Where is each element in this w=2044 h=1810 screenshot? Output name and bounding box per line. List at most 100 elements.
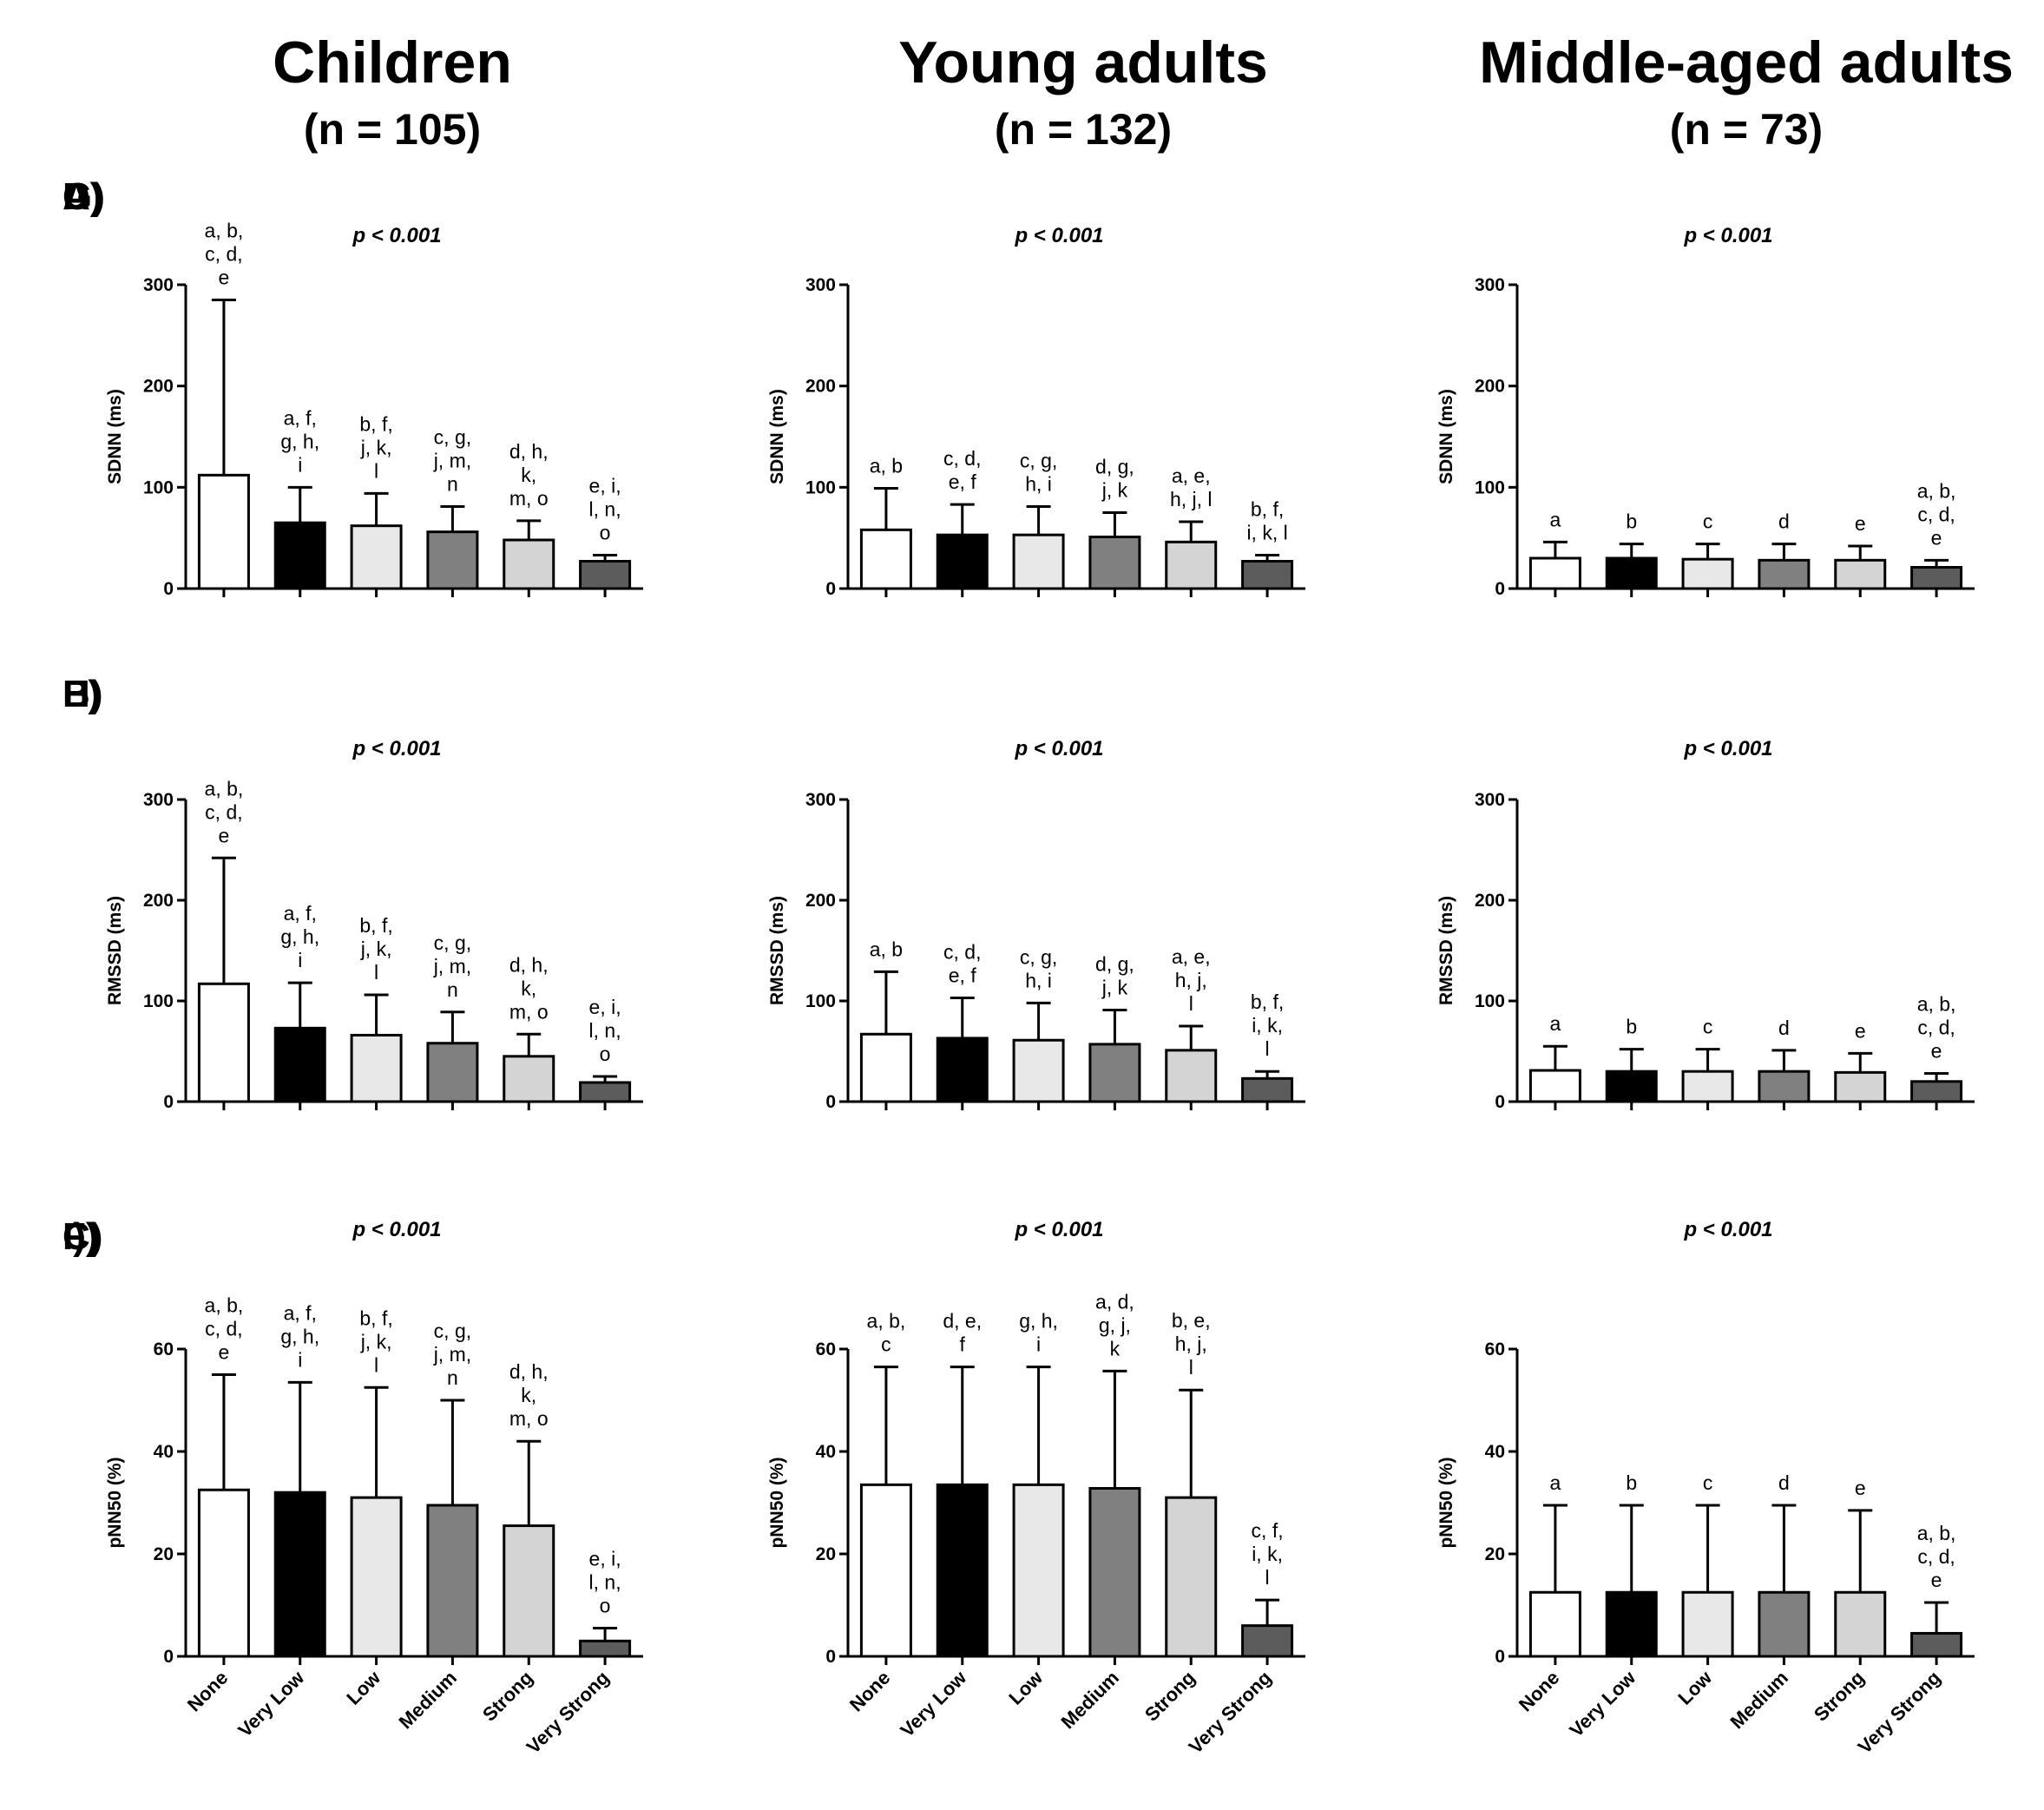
bar [1088, 1486, 1141, 1658]
significance-letters: e [219, 1341, 230, 1364]
x-tick-label: Medium [1056, 1667, 1122, 1733]
panel: E) p < 0.001 RMSSD (ms) 0 100 200 300 a, b c, d,… [62, 673, 1305, 1112]
significance-letters: a, e, [1172, 464, 1211, 487]
significance-letters: l [374, 459, 378, 482]
bar [1605, 556, 1658, 590]
significance-letters: e, f [949, 471, 977, 493]
significance-letters: i [298, 1348, 302, 1371]
panel: B) p < 0.001 RMSSD (ms) 0 100 200 300 a, b,c, d… [62, 673, 643, 1112]
x-tick-label: Low [1673, 1666, 1716, 1708]
significance-letters: l [374, 961, 378, 984]
significance-letters: e, i, [589, 996, 621, 1018]
significance-letters: a [1550, 508, 1561, 530]
y-tick-label: 200 [143, 377, 174, 397]
y-tick-label: 300 [143, 790, 174, 810]
column-title: Young adults [898, 30, 1268, 95]
significance-letters: c, d, [205, 1318, 242, 1340]
column-subtitle: (n = 73) [1670, 105, 1823, 154]
y-tick-label: 0 [1495, 1092, 1505, 1112]
significance-letters: e, f [949, 964, 977, 987]
bar [1165, 1496, 1218, 1658]
significance-letters: a, f, [284, 902, 317, 925]
significance-letters: e [1855, 1019, 1866, 1042]
x-tick-label: None [183, 1667, 233, 1716]
significance-letters: a, b, [1917, 479, 1956, 502]
bar [1241, 1076, 1294, 1103]
bar [1758, 1070, 1811, 1103]
p-value: p < 0.001 [1014, 737, 1103, 760]
significance-letters: h, j, [1175, 1333, 1207, 1355]
significance-letters: c, d, [1917, 503, 1955, 525]
bar [1758, 558, 1811, 590]
x-tick-label: None [845, 1667, 895, 1716]
bar [1165, 540, 1218, 590]
p-value: p < 0.001 [1683, 1218, 1772, 1241]
significance-letters: c, g, [1020, 945, 1057, 968]
y-tick-label: 20 [1485, 1544, 1505, 1564]
significance-letters: j, k [1101, 479, 1128, 502]
significance-letters: f [960, 1333, 966, 1356]
column-subtitle: (n = 132) [995, 105, 1172, 154]
y-tick-label: 100 [143, 991, 174, 1011]
significance-letters: k, [521, 977, 536, 999]
significance-letters: g, h, [280, 925, 319, 948]
significance-letters: a, b, [867, 1310, 906, 1333]
bar [1910, 1631, 1963, 1658]
significance-letters: n [447, 473, 458, 496]
panel-label: B) [62, 673, 102, 715]
significance-letters: a, b, [205, 1294, 244, 1317]
significance-letters: a, f, [284, 406, 317, 429]
bar [1834, 558, 1887, 590]
x-tick-label: Medium [1725, 1667, 1791, 1733]
significance-letters: l [1265, 1037, 1270, 1060]
significance-letters: l [1189, 1356, 1193, 1379]
significance-letters: m, o [509, 487, 549, 510]
y-tick-label: 20 [816, 1544, 836, 1564]
y-tick-label: 0 [163, 1092, 174, 1112]
y-tick-label: 300 [143, 275, 174, 295]
significance-letters: a, b, [1917, 1522, 1956, 1544]
x-tick-label: Very Low [233, 1666, 309, 1741]
significance-letters: e [219, 824, 230, 846]
significance-letters: g, h, [280, 430, 319, 452]
significance-letters: b [1626, 510, 1637, 533]
bar [350, 1033, 403, 1103]
panel-label: C) [62, 1215, 102, 1258]
significance-letters: c, g, [434, 931, 471, 954]
y-tick-label: 60 [1485, 1339, 1505, 1359]
significance-letters: g, j, [1099, 1313, 1131, 1336]
y-axis-label: RMSSD (ms) [1436, 896, 1456, 1005]
significance-letters: e [1931, 1040, 1942, 1063]
significance-letters: g, h, [1019, 1310, 1058, 1333]
significance-letters: b, f, [1251, 498, 1284, 521]
bar [1528, 1069, 1581, 1103]
significance-letters: c, g, [434, 426, 471, 449]
significance-letters: c, g, [1020, 450, 1057, 472]
significance-letters: d, h, [509, 1360, 549, 1383]
significance-letters: b, f, [1251, 991, 1284, 1013]
significance-letters: k, [521, 1384, 536, 1406]
x-tick-label: Very Strong [523, 1667, 614, 1758]
x-tick-label: Strong [1810, 1667, 1869, 1726]
significance-letters: c [881, 1333, 891, 1356]
bar [936, 533, 989, 590]
significance-letters: b [1626, 1016, 1637, 1038]
significance-letters: a, b [870, 938, 903, 960]
y-tick-label: 60 [816, 1339, 836, 1359]
y-axis-label: SDNN (ms) [767, 389, 787, 484]
significance-letters: l, n, [589, 1019, 621, 1042]
bar [197, 473, 250, 590]
bar [1910, 1080, 1963, 1103]
panel: A) p < 0.001 SDNN (ms) 0 100 200 300 a, b,c, d,… [62, 175, 643, 599]
y-axis-label: pNN50 (%) [1436, 1457, 1456, 1548]
x-tick-label: Strong [1140, 1667, 1199, 1726]
bar [1834, 1070, 1887, 1103]
bar [1528, 556, 1581, 590]
x-tick-label: Low [1004, 1666, 1047, 1708]
p-value: p < 0.001 [352, 224, 441, 247]
bar [426, 530, 479, 590]
significance-letters: e [1931, 1569, 1942, 1591]
y-tick-label: 40 [1485, 1442, 1505, 1462]
bar [859, 1032, 912, 1103]
